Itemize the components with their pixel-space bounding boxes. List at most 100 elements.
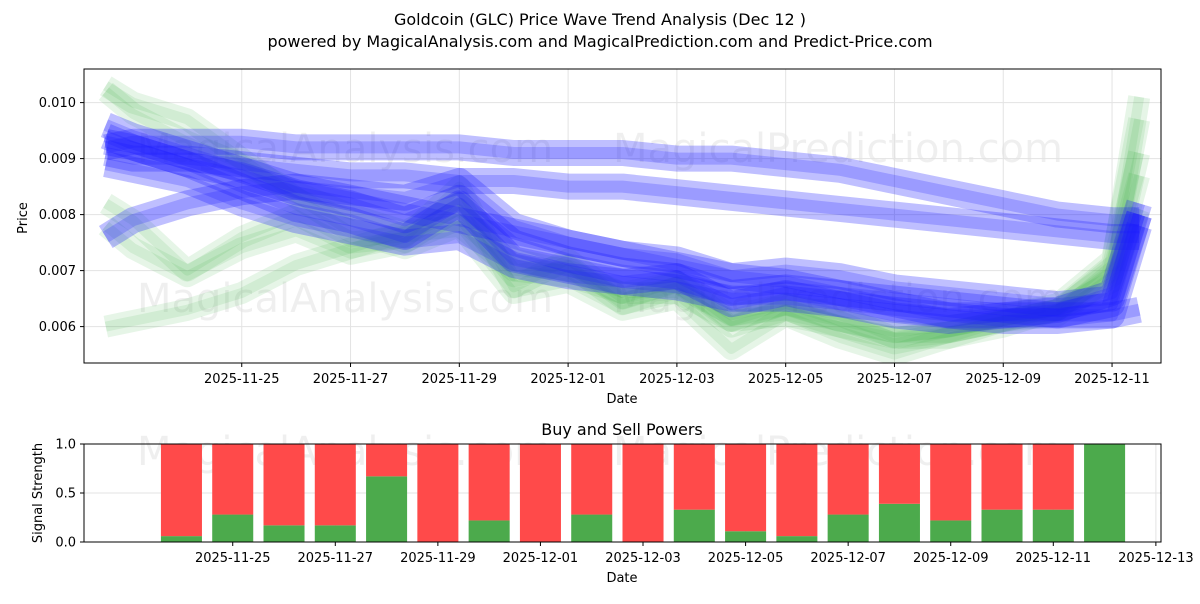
x-tick-label: 2025-12-03 [605, 551, 681, 566]
sell-bar [725, 444, 767, 532]
y-axis-label: Signal Strength [31, 443, 46, 543]
prediction-wave-5-line [104, 135, 1145, 327]
x-tick-label: 2025-12-01 [530, 372, 606, 387]
chart-title: Goldcoin (GLC) Price Wave Trend Analysis… [394, 10, 806, 29]
x-tick-label: 2025-11-27 [298, 551, 374, 566]
watermark-text: MagicalPrediction.com [613, 276, 1063, 322]
historical-wave-2-line [102, 174, 1145, 343]
prediction-wave-6-line [102, 175, 1145, 311]
buy-bar [930, 520, 972, 542]
sell-bar [468, 444, 510, 521]
x-axis-label: Date [606, 392, 637, 407]
buy-bar [212, 514, 254, 542]
watermark-text: MagicalPrediction.com [613, 126, 1063, 172]
historical-wave-4-band [100, 76, 1151, 363]
y-tick-label: 0.009 [39, 152, 76, 167]
prediction-wave-7-line [103, 119, 1141, 322]
sell-bar [417, 444, 459, 542]
watermark-layer: MagicalAnalysis.com MagicalPrediction.co… [137, 126, 1063, 322]
buy-bar [366, 476, 408, 542]
historical-wave-5-line [103, 151, 1145, 343]
x-tick-label: 2025-12-05 [708, 551, 784, 566]
watermark-text: MagicalAnalysis.com [137, 126, 553, 172]
buy-bar [1032, 509, 1074, 542]
series-layer [98, 76, 1152, 363]
y-axis: 0.0 0.5 1.0 [55, 438, 84, 551]
y-tick-label: 0.5 [55, 487, 76, 502]
y-tick-label: 0.010 [39, 96, 76, 111]
prediction-wave-3-band [103, 151, 1152, 329]
prediction-wave-4-band [103, 140, 1140, 250]
historical-wave-3-band [103, 205, 1150, 355]
x-tick-label: 2025-12-07 [810, 551, 886, 566]
sell-bar [776, 444, 818, 537]
x-tick-label: 2025-12-13 [1118, 551, 1194, 566]
buy-bar [878, 503, 920, 542]
sell-bar [571, 444, 613, 515]
buy-bar [776, 536, 818, 542]
x-tick-label: 2025-12-09 [913, 551, 989, 566]
buy-bar [673, 509, 715, 542]
sell-bar [160, 444, 202, 537]
sell-bar [827, 444, 869, 515]
bar-chart-title: Buy and Sell Powers [541, 420, 703, 439]
x-tick-label: 2025-12-11 [1016, 551, 1092, 566]
x-tick-label: 2025-11-29 [422, 372, 498, 387]
y-axis: 0.006 0.007 0.008 0.009 0.010 [39, 96, 84, 335]
sell-bar [1032, 444, 1074, 510]
x-tick-label: 2025-12-07 [857, 372, 933, 387]
plot-frame [83, 68, 1162, 364]
prediction-wave-5-band [103, 129, 1152, 334]
prediction-wave-6-band [98, 168, 1152, 318]
buy-bar [571, 514, 613, 542]
price-wave-panel: MagicalAnalysis.com MagicalPrediction.co… [16, 68, 1162, 407]
sell-bar [263, 444, 305, 526]
sell-bar [366, 444, 408, 477]
watermark-text: MagicalAnalysis.com [137, 276, 553, 322]
bars-layer [160, 444, 1126, 542]
buy-bar [468, 520, 510, 542]
y-tick-label: 1.0 [55, 438, 76, 453]
prediction-wave-4-line [104, 147, 1140, 243]
buy-bar [160, 536, 202, 542]
grid-lines [84, 69, 1161, 363]
y-tick-label: 0.008 [39, 208, 76, 223]
buy-bar [1084, 444, 1126, 542]
x-axis: 2025-11-25 2025-11-27 2025-11-29 2025-12-01… [195, 542, 1194, 566]
sell-bar [878, 444, 920, 504]
sell-bar [212, 444, 254, 515]
sell-bar [622, 444, 664, 542]
x-axis-label: Date [606, 571, 637, 586]
historical-wave-2-band [98, 172, 1150, 349]
prediction-wave-2-band [100, 124, 1152, 334]
historical-wave-3-line [104, 207, 1144, 349]
chart-subtitle: powered by MagicalAnalysis.com and Magic… [267, 32, 932, 51]
x-tick-label: 2025-11-25 [195, 551, 271, 566]
y-axis-label: Price [16, 202, 31, 234]
x-tick-label: 2025-12-09 [965, 372, 1041, 387]
prediction-wave-1-line [104, 135, 1140, 227]
y-tick-label: 0.006 [39, 320, 76, 335]
y-tick-label: 0.007 [39, 264, 76, 279]
historical-wave-4-line [103, 81, 1145, 360]
prediction-wave-1-band [103, 128, 1140, 234]
historical-wave-5-band [100, 150, 1150, 349]
buy-bar [981, 509, 1023, 542]
x-tick-label: 2025-12-11 [1074, 372, 1150, 387]
sell-bar [519, 444, 561, 542]
sell-bar [314, 444, 356, 526]
x-tick-label: 2025-11-25 [204, 372, 280, 387]
sell-bar [930, 444, 972, 521]
sell-bar [981, 444, 1023, 510]
prediction-wave-3-line [104, 158, 1145, 322]
prediction-wave-2-line [103, 130, 1145, 327]
buy-sell-panel: Buy and Sell Powers MagicalAnalysis.com … [31, 420, 1194, 586]
x-axis: 2025-11-25 2025-11-27 2025-11-29 2025-12-01… [204, 363, 1150, 387]
x-tick-label: 2025-12-01 [503, 551, 579, 566]
sell-bar [673, 444, 715, 510]
historical-wave-1-band [98, 82, 1150, 344]
y-tick-label: 0.0 [55, 536, 76, 551]
x-tick-label: 2025-11-27 [313, 372, 389, 387]
buy-bar [725, 531, 767, 542]
